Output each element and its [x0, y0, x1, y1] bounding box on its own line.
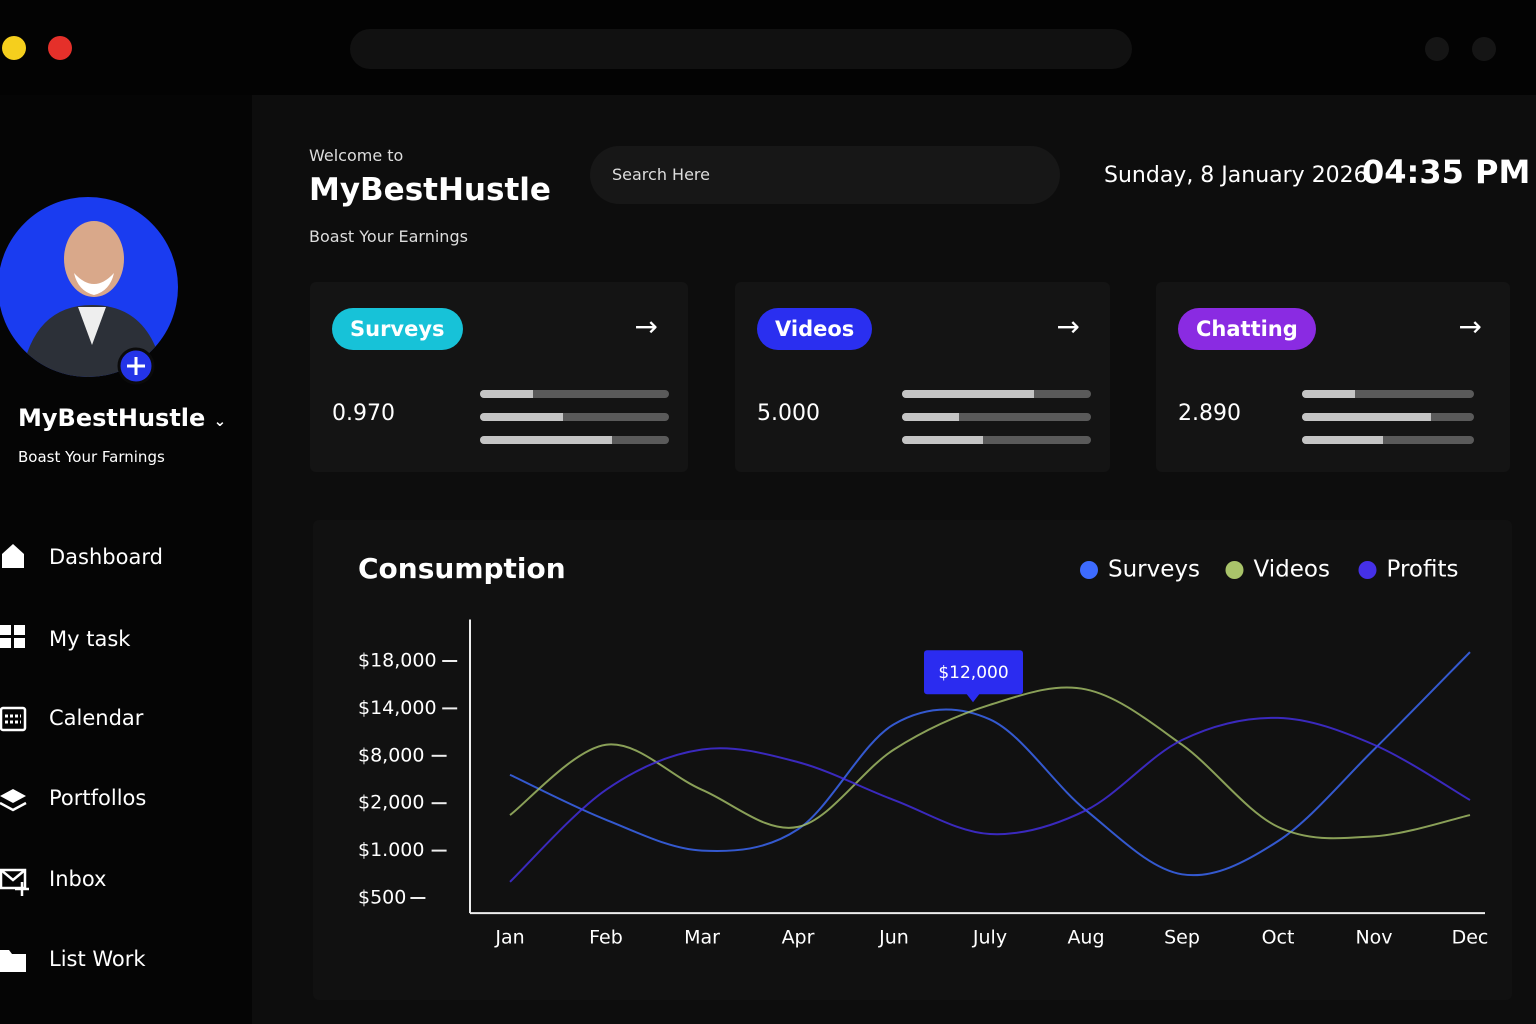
- chart-panel: Consumption $500 $1.000 $2,000 $8,000 $14,00…: [313, 520, 1512, 1000]
- tooltip-box: [924, 650, 1023, 695]
- progress-fill: [902, 413, 959, 421]
- y-tick-label: $500: [358, 887, 406, 909]
- time: 04:35 PM: [1362, 153, 1531, 191]
- app-subtitle: Boast Your Earnings: [309, 227, 468, 246]
- x-tick-label: Oct: [1262, 927, 1295, 949]
- progress-fill: [902, 390, 1035, 398]
- date: Sunday, 8 January 2026: [1104, 163, 1368, 188]
- tooltip: $12,000: [924, 650, 1023, 703]
- card-arrow[interactable]: →: [1458, 310, 1482, 343]
- welcome: Welcome to: [309, 146, 404, 165]
- legend-swatch: [1358, 561, 1377, 579]
- card-arrow[interactable]: →: [634, 310, 658, 343]
- progress-fill: [1302, 413, 1431, 421]
- progress-track: [480, 436, 669, 444]
- progress-fill: [480, 413, 564, 421]
- x-tick-label: Nov: [1355, 927, 1392, 949]
- progress-fill: [480, 390, 533, 398]
- chart-title: Consumption: [358, 552, 566, 585]
- x-tick-label: Aug: [1067, 927, 1104, 949]
- card-value: 5.000: [757, 401, 820, 426]
- legend-swatch: [1080, 561, 1098, 579]
- y-tick-label: $1.000: [358, 839, 424, 861]
- x-tick-label: Feb: [589, 927, 623, 949]
- y-tick-label: $18,000: [358, 650, 437, 672]
- nav-item[interactable]: List Work: [49, 947, 146, 971]
- progress-track: [1302, 413, 1474, 421]
- card-value: 0.970: [332, 401, 395, 426]
- progress-track: [902, 436, 1091, 444]
- profile-name[interactable]: MyBestHustle ⌄: [18, 404, 227, 432]
- profile-subtitle: Boast Your Farnings: [18, 448, 165, 466]
- nav-item[interactable]: Dashboard: [49, 545, 163, 569]
- progress-track: [1302, 390, 1474, 398]
- y-tick-label: $8,000: [358, 744, 424, 766]
- x-tick-label: Mar: [684, 927, 720, 949]
- card-arrow[interactable]: →: [1056, 310, 1080, 343]
- chart: Consumption $500 $1.000 $2,000 $8,000 $14,00…: [358, 552, 1489, 949]
- progress-fill: [1302, 390, 1356, 398]
- nav-item[interactable]: Calendar: [49, 706, 144, 730]
- nav-item[interactable]: Inbox: [49, 867, 107, 891]
- x-tick-label: Jan: [494, 927, 524, 949]
- x-tick-label: Dec: [1452, 927, 1489, 949]
- window-close[interactable]: [48, 36, 72, 60]
- nav-item[interactable]: Portfollos: [49, 786, 147, 810]
- card[interactable]: Videos → 5.000: [735, 282, 1110, 472]
- window-titlebar: [0, 0, 1536, 95]
- legend-label: Profits: [1387, 557, 1459, 583]
- legend-label: Surveys: [1108, 557, 1200, 583]
- series-line: [509, 716, 1471, 883]
- profile-name-text: MyBestHustle: [18, 404, 206, 432]
- card-value: 2.890: [1178, 401, 1241, 426]
- y-tick-label: $2,000: [358, 792, 424, 814]
- legend-label: Videos: [1254, 557, 1330, 583]
- avatar[interactable]: [0, 195, 180, 390]
- progress-fill: [480, 436, 613, 444]
- tooltip-pointer: [966, 693, 980, 703]
- x-tick-label: July: [972, 927, 1007, 949]
- x-tick-label: Jun: [878, 927, 909, 949]
- app-title: MyBestHustle: [309, 172, 551, 208]
- legend-swatch: [1225, 561, 1244, 579]
- progress-fill: [1302, 436, 1383, 444]
- progress-track: [902, 390, 1091, 398]
- progress-track: [902, 413, 1091, 421]
- window-button[interactable]: [1472, 37, 1496, 61]
- progress-track: [480, 390, 669, 398]
- progress-track: [1302, 436, 1474, 444]
- x-tick-label: Apr: [782, 927, 815, 949]
- window-button[interactable]: [1425, 37, 1449, 61]
- progress-fill: [902, 436, 984, 444]
- series-line: [509, 686, 1471, 840]
- y-tick-label: $14,000: [358, 697, 437, 719]
- card-label: Chatting: [1178, 308, 1316, 350]
- search-placeholder: Search Here: [612, 165, 710, 184]
- window-minimize[interactable]: [2, 36, 26, 60]
- search-box[interactable]: Search Here: [590, 146, 1060, 204]
- x-tick-label: Sep: [1164, 927, 1200, 949]
- card[interactable]: Surveys → 0.970: [310, 282, 688, 472]
- address-bar[interactable]: [350, 29, 1132, 69]
- series-line: [509, 651, 1471, 877]
- card[interactable]: Chatting → 2.890: [1156, 282, 1510, 472]
- nav-item[interactable]: My task: [49, 627, 131, 651]
- card-label: Videos: [757, 308, 873, 350]
- nav-icons: [0, 544, 29, 972]
- progress-track: [480, 413, 669, 421]
- tooltip-label: $12,000: [938, 663, 1008, 683]
- card-label: Surveys: [332, 308, 463, 350]
